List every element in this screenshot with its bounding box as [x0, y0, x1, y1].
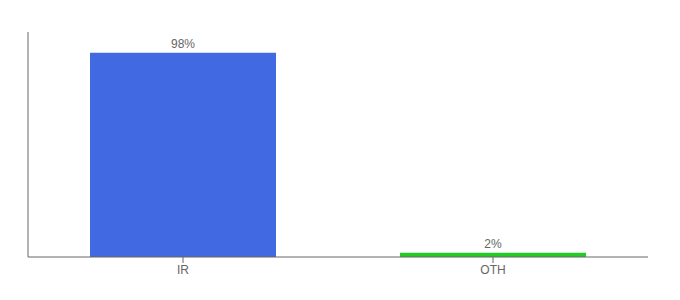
svg-text:98%: 98% [171, 37, 195, 51]
svg-text:OTH: OTH [480, 263, 505, 277]
svg-text:IR: IR [177, 263, 189, 277]
svg-text:2%: 2% [484, 237, 502, 251]
